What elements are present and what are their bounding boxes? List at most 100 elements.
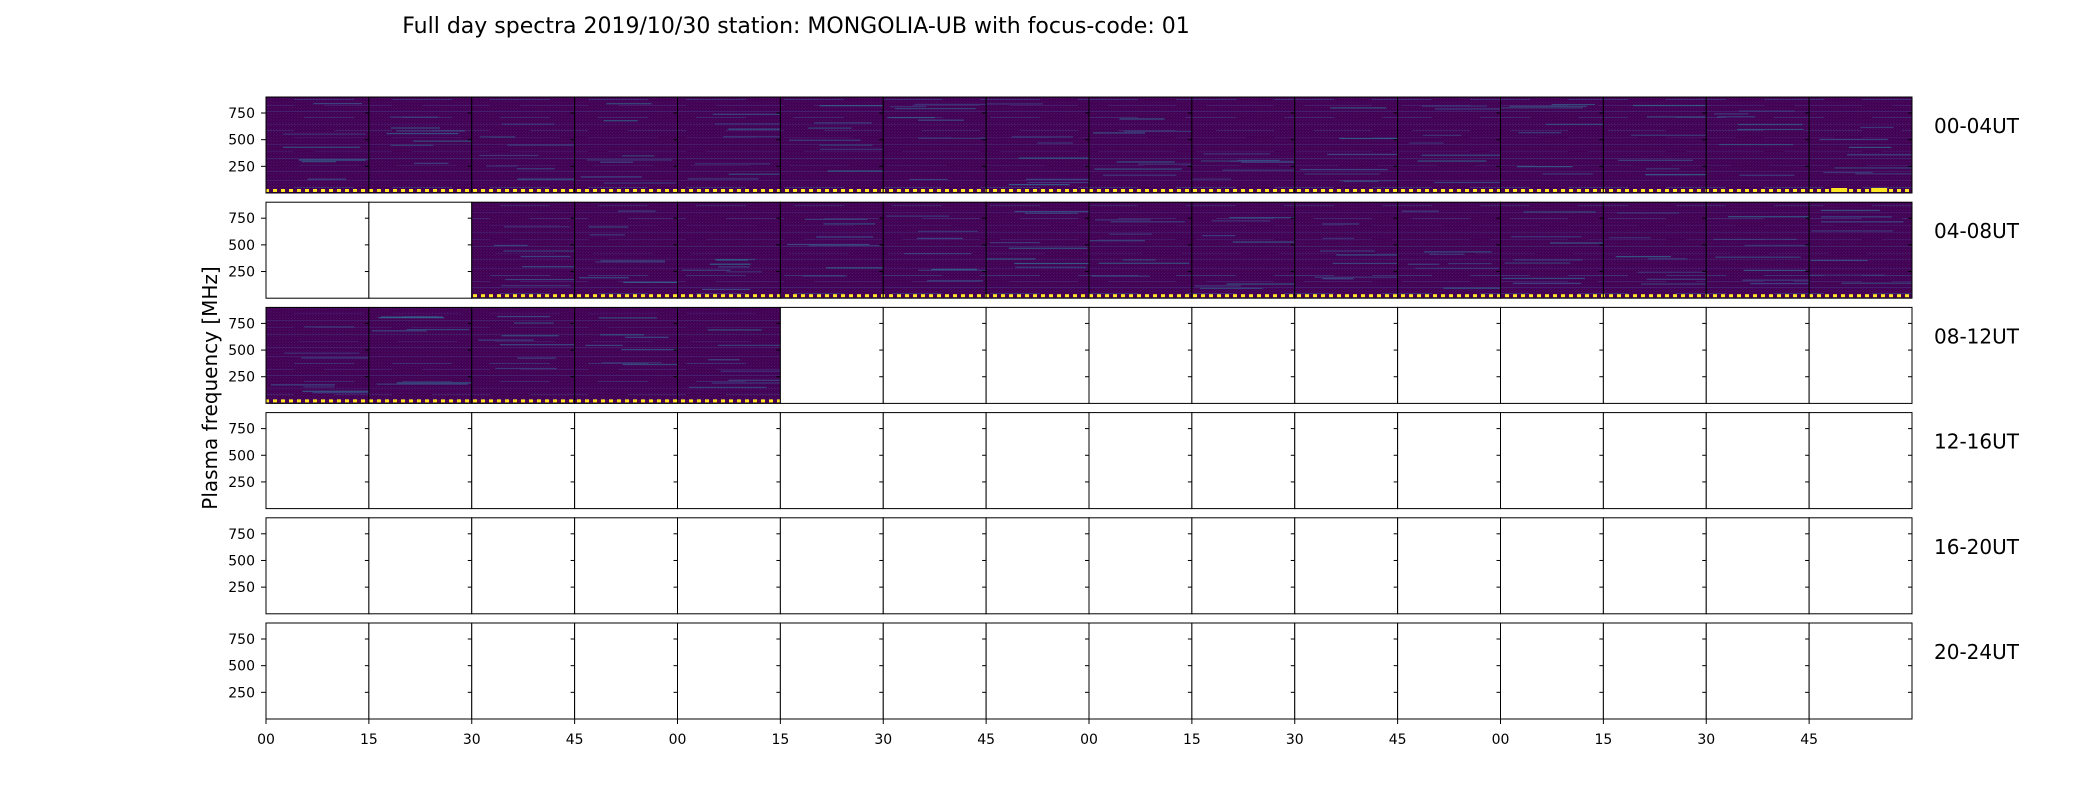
spectrum-noise [471,202,575,299]
spectral-streak [621,349,678,351]
x-tick-label: 00 [1492,732,1510,748]
spectral-streak [820,148,884,150]
spectral-streak [711,382,781,384]
spectrum-panel [368,517,473,615]
spectrum-panel [574,96,678,194]
spectral-streak [1008,247,1088,249]
spectrum-panel [368,622,473,720]
y-tick-label: 500 [228,343,255,359]
x-tick-label: 00 [257,732,275,748]
empty-panel [1706,307,1810,404]
spectral-streak [600,260,665,262]
y-tick-label: 250 [228,370,255,386]
spectral-streak [580,176,642,178]
empty-panel [1191,307,1295,404]
spectrum-panel [1397,517,1501,615]
low-frequency-band [1500,294,1604,298]
row-label: 12-16UT [1934,430,2020,454]
spectral-streak [386,132,459,135]
spectral-streak [688,386,767,388]
spectral-streak [687,178,759,180]
spectral-streak [1327,153,1398,156]
spectrum-panel [1294,96,1399,194]
spectral-streak [1609,237,1651,239]
spectral-streak [622,363,678,366]
spectral-streak [718,344,781,346]
spectral-streak [1094,168,1182,170]
low-frequency-band [1089,189,1192,192]
spectral-streak [271,384,336,386]
spectral-streak [1618,159,1693,161]
spectral-streak [714,258,756,261]
empty-panel [1397,517,1501,614]
row-20-24UT [261,622,1913,720]
spectrum-noise [1500,202,1604,299]
row-label: 04-08UT [1934,219,2020,243]
spectral-streak [1241,161,1295,163]
empty-panel [677,412,781,509]
spectral-streak [501,123,555,125]
spectral-streak [579,277,629,279]
spectral-streak [707,329,762,331]
spectral-streak [1322,278,1354,280]
spectral-streak [917,119,964,121]
row-label: 20-24UT [1934,640,2020,664]
spectrum-panel [471,412,576,510]
panel-frame [1808,306,1913,404]
spectral-streak [1744,244,1810,247]
spectrum-noise [883,97,987,193]
low-frequency-band [986,294,1089,298]
spectral-streak [1339,137,1398,140]
spectral-streak [787,243,870,246]
spectral-streak [914,103,987,105]
spectrum-panel [1294,517,1399,615]
spectrum-panel [882,201,987,299]
spectral-streak [927,280,984,282]
y-tick-label: 750 [228,211,255,227]
spectrum-panel [1602,306,1707,404]
y-tick-label: 750 [228,106,255,122]
spectral-streak [1648,258,1688,260]
empty-panel [368,517,472,614]
spectral-streak [413,140,472,142]
y-tick-label: 250 [228,685,255,701]
spectrum-panel [1294,306,1399,404]
spectral-streak [816,236,874,238]
spectrum-panel [1294,412,1399,510]
spectrum-panel [1808,306,1913,404]
spectral-streak [282,146,361,148]
spectral-streak [283,133,366,135]
spectrum-noise [1500,97,1604,193]
low-frequency-band [471,399,575,403]
spectrum-noise [1294,202,1398,299]
spectrum-noise [677,307,781,404]
spectral-streak [1715,256,1801,258]
spectral-streak [1429,253,1465,255]
spectral-streak [390,144,434,146]
spectrum-panel [1602,622,1707,720]
empty-panel [574,517,678,614]
spectral-streak [1229,160,1295,162]
empty-panel [1706,412,1810,509]
spectral-streak [622,155,655,157]
spectrum-panel [779,306,884,404]
spectral-streak [1423,134,1462,136]
spectrum-panel [261,201,370,299]
spectral-streak [1343,180,1379,182]
spectral-streak [301,161,337,163]
spectral-streak [1014,262,1089,265]
spectral-streak [1332,262,1398,265]
low-frequency-band [368,399,472,403]
empty-panel [1603,517,1707,614]
spectral-streak [1739,174,1795,176]
spectral-streak [1811,230,1893,232]
spectral-streak [520,255,571,258]
empty-panel [1294,623,1398,719]
spectral-streak [1511,236,1582,238]
spectrum-noise [883,202,987,299]
spectral-streak [720,370,781,372]
spectrum-panel [985,201,1090,299]
spectral-streak [299,159,366,161]
spectrum-panel [1602,201,1707,299]
spectral-streak [414,162,449,165]
